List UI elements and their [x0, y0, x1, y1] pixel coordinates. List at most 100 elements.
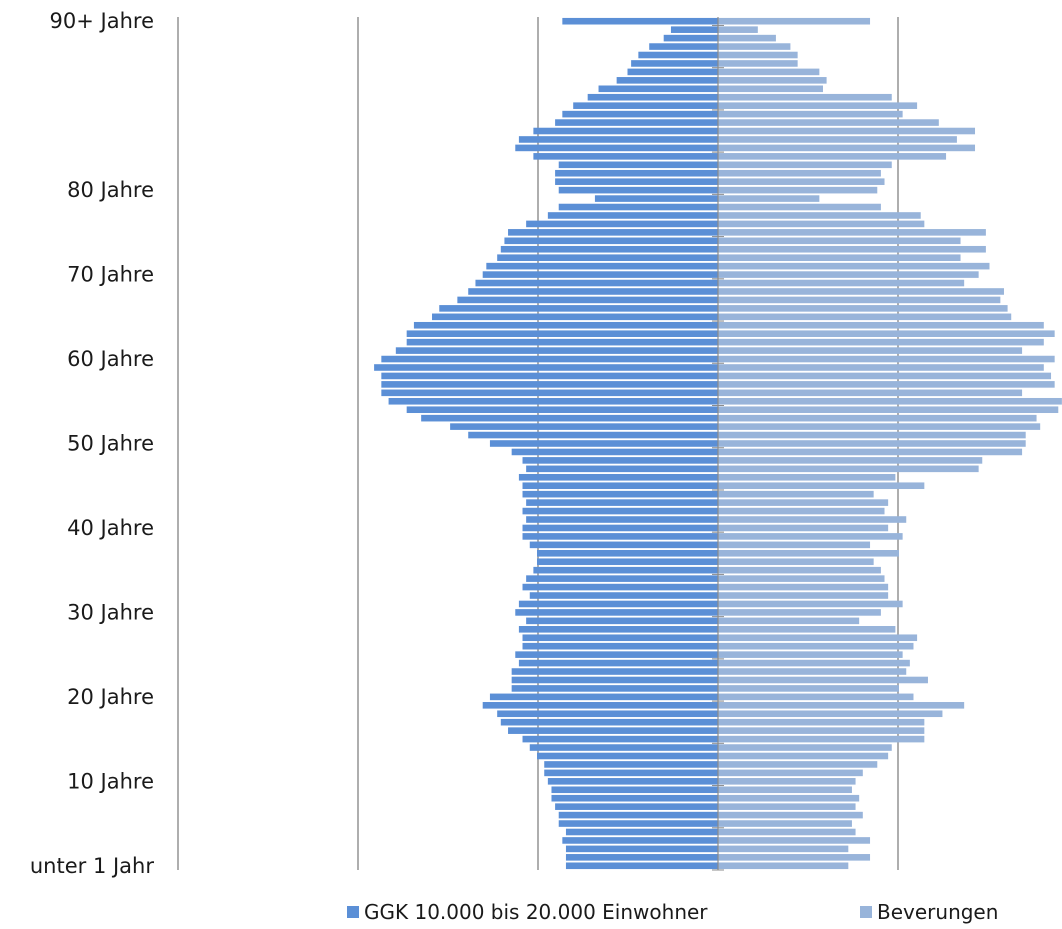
bar-right-age-72: [718, 254, 961, 261]
bar-right-age-59: [718, 364, 1044, 371]
bar-right-age-26: [718, 642, 914, 650]
y-axis-labels: unter 1 Jahr 10 Jahre 20 Jahre 30 Jahre 40 J…: [30, 9, 154, 878]
bar-left-age-100: [562, 17, 718, 25]
legend-swatch-left: [347, 906, 359, 918]
bar-right-age-77: [718, 212, 921, 219]
legend: GGK 10.000 bis 20.000 Einwohner Beverunge…: [347, 900, 998, 924]
bar-right-age-95: [718, 60, 798, 67]
bar-right-age-87: [718, 127, 976, 135]
bar-left-age-37: [537, 549, 718, 557]
y-tick-label: 70 Jahre: [67, 263, 154, 287]
bar-left-age-98: [663, 34, 718, 42]
bar-left-age-26: [522, 642, 718, 650]
bar-right-age-45: [718, 482, 925, 490]
bar-left-age-42: [522, 507, 718, 515]
bar-left-age-6: [558, 811, 718, 819]
bar-left-age-38: [529, 541, 718, 549]
bar-right-age-14: [718, 744, 892, 751]
bar-left-age-31: [518, 600, 718, 608]
bar-right-age-50: [718, 440, 1026, 447]
bar-left-age-43: [526, 499, 718, 506]
bar-right-age-53: [718, 414, 1037, 422]
bar-right-age-41: [718, 516, 907, 523]
bar-left-age-3: [562, 837, 718, 844]
y-tick-label: 30 Jahre: [67, 600, 154, 624]
legend-label-right: Beverungen: [877, 900, 998, 924]
bar-left-age-70: [482, 271, 718, 278]
bar-right-age-11: [718, 769, 863, 777]
bar-right-age-94: [718, 68, 820, 76]
bar-left-age-54: [406, 406, 718, 414]
y-tick-label: 10 Jahre: [67, 769, 154, 793]
bar-left-age-56: [381, 389, 718, 397]
bar-right-age-56: [718, 389, 1023, 397]
bar-left-age-60: [381, 355, 718, 363]
bar-left-age-41: [526, 516, 718, 523]
bar-left-age-20: [489, 693, 718, 701]
bar-right-age-36: [718, 558, 874, 566]
bar-left-age-36: [537, 558, 718, 566]
bar-right-age-10: [718, 778, 856, 785]
bar-left-age-44: [522, 490, 718, 498]
bar-left-age-81: [555, 178, 718, 185]
bar-right-age-21: [718, 685, 899, 692]
bar-right-age-1: [718, 854, 871, 861]
bar-left-age-40: [522, 524, 718, 532]
bar-right-age-93: [718, 77, 827, 84]
bar-right-age-31: [718, 600, 903, 608]
legend-swatch-right: [860, 906, 872, 918]
bar-right-age-61: [718, 347, 1023, 354]
bar-left-age-71: [486, 262, 718, 270]
bar-right-age-3: [718, 837, 871, 844]
bar-left-age-19: [482, 702, 718, 709]
bar-left-age-4: [565, 828, 718, 836]
y-tick-label: unter 1 Jahr: [30, 854, 154, 878]
bar-left-age-97: [649, 43, 718, 50]
bar-left-age-7: [555, 803, 718, 810]
bar-right-age-83: [718, 161, 892, 169]
bar-left-age-29: [526, 617, 718, 625]
bar-left-age-46: [518, 473, 718, 481]
bar-right-age-62: [718, 338, 1044, 346]
bar-right-age-42: [718, 507, 885, 515]
bar-left-age-91: [587, 93, 718, 101]
bar-right-age-54: [718, 406, 1059, 414]
bar-right-age-23: [718, 668, 907, 675]
bar-left-age-45: [522, 482, 718, 490]
bar-left-age-61: [395, 347, 718, 354]
bar-right-age-90: [718, 102, 918, 109]
bar-right-age-24: [718, 659, 910, 667]
series-right-bars: [718, 17, 1062, 870]
bar-left-age-8: [551, 794, 718, 802]
bar-right-age-58: [718, 372, 1052, 380]
bar-left-age-78: [558, 203, 718, 211]
bar-right-age-39: [718, 533, 903, 540]
bar-right-age-40: [718, 524, 889, 532]
bar-left-age-11: [544, 769, 718, 777]
bar-left-age-55: [388, 397, 718, 405]
bar-right-age-8: [718, 794, 860, 802]
bar-left-age-32: [529, 592, 718, 599]
center-axis: [712, 17, 724, 871]
bar-right-age-7: [718, 803, 856, 810]
bar-right-age-51: [718, 431, 1026, 439]
bar-right-age-99: [718, 26, 758, 33]
bar-left-age-64: [413, 321, 718, 329]
bar-left-age-72: [497, 254, 718, 261]
bar-left-age-27: [522, 634, 718, 642]
bar-left-age-79: [594, 195, 718, 202]
bar-right-age-38: [718, 541, 871, 549]
bar-right-age-6: [718, 811, 863, 819]
bar-left-age-17: [500, 718, 718, 726]
bar-right-age-19: [718, 702, 965, 709]
y-tick-label: 40 Jahre: [67, 516, 154, 540]
bar-right-age-66: [718, 305, 1008, 312]
bar-left-age-95: [631, 60, 718, 67]
bar-right-age-84: [718, 153, 947, 160]
bar-right-age-15: [718, 735, 925, 743]
bar-left-age-25: [515, 651, 718, 658]
bar-left-age-65: [432, 313, 718, 321]
bar-left-age-59: [374, 364, 718, 371]
bar-right-age-44: [718, 490, 874, 498]
bar-right-age-75: [718, 229, 986, 236]
